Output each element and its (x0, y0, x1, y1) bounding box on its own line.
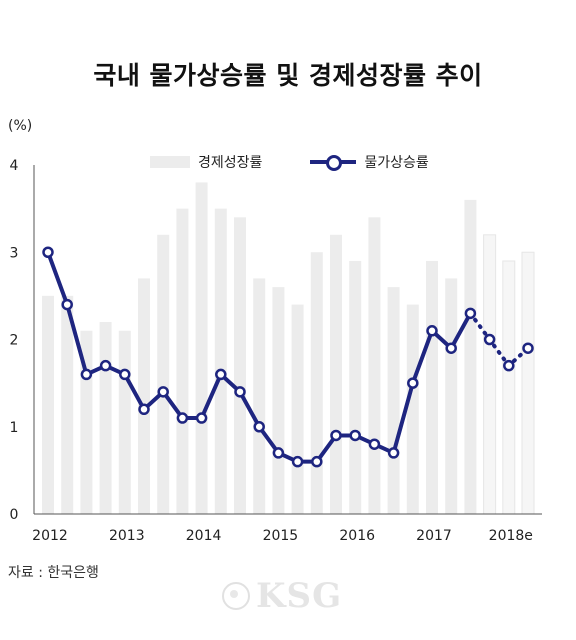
bar-growth (310, 252, 323, 514)
legend-swatch-line (310, 155, 357, 171)
bar-growth (291, 304, 304, 514)
bar-growth (176, 208, 189, 514)
x-tick-label: 2016 (339, 528, 375, 544)
point-inflation (215, 368, 227, 381)
y-tick-label: 3 (10, 245, 19, 261)
point-inflation (407, 377, 419, 389)
x-tick-label: 2013 (109, 528, 145, 544)
bar-growth (42, 295, 54, 514)
point-inflation (138, 403, 150, 416)
point-inflation (483, 333, 496, 346)
bar-growth (234, 217, 246, 514)
source-note: 자료 : 한국은행 (8, 565, 99, 581)
bar-growth (61, 295, 74, 514)
bar-growth (138, 278, 150, 514)
bar-growth (195, 182, 208, 514)
x-tick-label: 2012 (32, 528, 68, 544)
point-inflation (234, 386, 246, 398)
watermark: KSG (222, 576, 343, 616)
bar-growth (426, 260, 438, 514)
chart-title: 국내 물가상승률 및 경제성장률 추이 (93, 61, 483, 90)
point-inflation (195, 412, 208, 424)
point-inflation (330, 429, 342, 442)
point-inflation (80, 368, 93, 381)
x-tick-label: 2014 (186, 528, 222, 544)
legend-item-inflation: 물가상승률 (310, 152, 429, 172)
point-inflation (272, 447, 285, 459)
legend-swatch-bar (150, 156, 190, 168)
bar-growth (368, 217, 381, 514)
x-tick-label: 2017 (416, 528, 452, 544)
legend-label-growth: 경제성장률 (198, 155, 263, 171)
bar-growth (502, 260, 516, 515)
bar-growth (272, 287, 285, 514)
x-tick-label: 2018e (489, 528, 533, 544)
watermark-text: KSG (256, 576, 343, 616)
legend: 경제성장률 물가상승률 (150, 152, 477, 172)
point-inflation (368, 438, 381, 450)
point-inflation (349, 429, 361, 442)
point-inflation (119, 368, 131, 381)
bar-growth (330, 234, 342, 515)
series-line-inflation-forecast (468, 311, 530, 369)
bar-growth (118, 330, 131, 514)
bar-growth (464, 199, 477, 514)
bar-growth (521, 251, 535, 515)
point-inflation (253, 421, 265, 433)
bar-growth (445, 278, 458, 514)
point-inflation (176, 412, 189, 424)
bar-growth (387, 287, 400, 514)
bar-growth (253, 278, 266, 514)
point-inflation (445, 342, 457, 354)
x-tick-label: 2015 (263, 528, 299, 544)
point-inflation (61, 298, 73, 311)
y-tick-label: 0 (10, 507, 19, 523)
bar-growth (99, 322, 112, 514)
legend-label-inflation: 물가상승률 (364, 155, 429, 171)
bar-growth (483, 234, 497, 515)
point-inflation (157, 386, 169, 398)
point-inflation (42, 246, 54, 258)
seal-icon (222, 582, 250, 610)
y-axis-unit: (%) (8, 118, 33, 134)
bar-growth (349, 260, 362, 514)
bar-growth (157, 234, 170, 515)
bar-growth (406, 304, 419, 514)
point-inflation (387, 447, 400, 459)
y-tick-label: 4 (10, 158, 19, 174)
y-tick-label: 2 (10, 333, 19, 349)
bar-growth (214, 208, 227, 514)
point-inflation (464, 307, 477, 320)
point-inflation (99, 359, 112, 372)
point-inflation (311, 455, 323, 468)
point-inflation (503, 359, 515, 372)
y-tick-label: 1 (10, 420, 19, 436)
point-inflation (522, 342, 534, 354)
legend-item-growth: 경제성장률 (150, 152, 262, 172)
point-inflation (291, 455, 304, 468)
point-inflation (426, 325, 438, 337)
